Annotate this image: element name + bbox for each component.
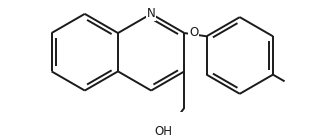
Text: O: O <box>189 26 198 39</box>
Text: N: N <box>147 7 156 20</box>
Text: OH: OH <box>155 125 173 137</box>
